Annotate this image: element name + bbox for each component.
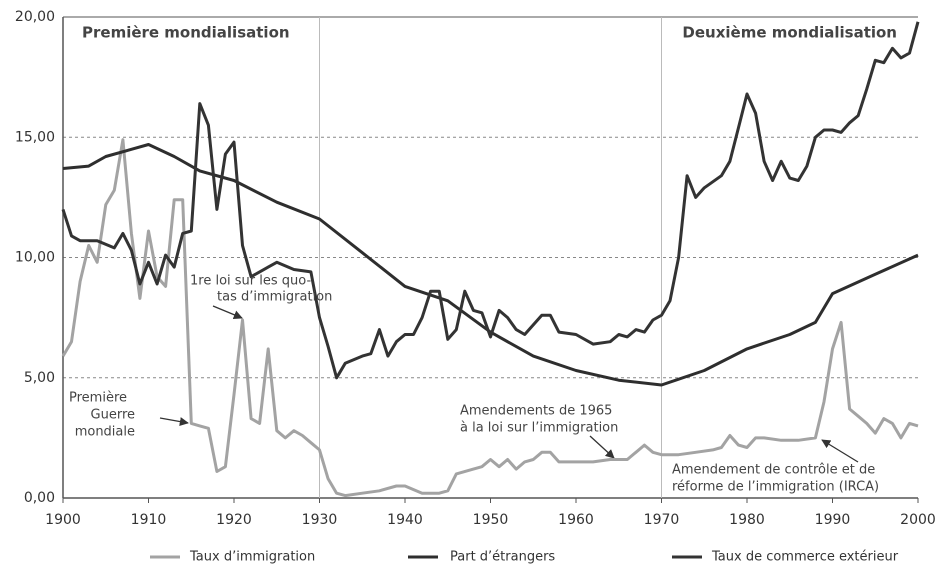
annotation: Amendement de contrôle et de xyxy=(672,463,875,478)
annotation-arrows xyxy=(159,305,859,463)
arrow xyxy=(589,435,615,459)
annotation: Première mondialisation xyxy=(82,24,290,42)
x-tick-label: 1990 xyxy=(815,512,851,528)
y-tick-label: 10,00 xyxy=(15,250,55,266)
annotation: tas d’immigration xyxy=(217,290,332,305)
annotation: Amendements de 1965 xyxy=(460,404,612,419)
arrow xyxy=(212,305,243,320)
y-tick-label: 15,00 xyxy=(15,129,55,145)
x-tick-label: 1930 xyxy=(302,512,338,528)
x-tick-label: 1970 xyxy=(644,512,680,528)
x-tick-label: 1960 xyxy=(558,512,594,528)
arrow xyxy=(159,417,189,427)
x-tick-label: 1900 xyxy=(45,512,81,528)
y-tick-label: 0,00 xyxy=(24,490,55,506)
annotation: Guerre xyxy=(91,408,135,423)
annotation: mondiale xyxy=(75,425,135,440)
y-tick-label: 5,00 xyxy=(24,370,55,386)
annotation: Première xyxy=(69,391,127,406)
x-tick-label: 1920 xyxy=(216,512,252,528)
x-tick-label: 1910 xyxy=(131,512,167,528)
y-tick-label: 20,00 xyxy=(15,9,55,25)
annotation: réforme de l’immigration (IRCA) xyxy=(672,480,879,495)
x-tick-label: 1950 xyxy=(473,512,509,528)
legend-label: Taux d’immigration xyxy=(189,550,315,565)
axes xyxy=(62,16,919,503)
series-line xyxy=(61,138,919,498)
x-tick-label: 1940 xyxy=(387,512,423,528)
x-tick-label: 1980 xyxy=(729,512,765,528)
annotation: à la loi sur l’immigration xyxy=(460,421,618,436)
annotation: Deuxième mondialisation xyxy=(682,24,897,42)
legend-label: Part d’étrangers xyxy=(450,550,555,565)
annotation: 1re loi sur les quo- xyxy=(190,274,311,289)
series-line xyxy=(61,21,920,380)
arrow xyxy=(821,439,859,463)
series-line xyxy=(62,143,919,387)
legend-label: Taux de commerce extérieur xyxy=(711,550,899,565)
x-tick-label: 2000 xyxy=(900,512,936,528)
